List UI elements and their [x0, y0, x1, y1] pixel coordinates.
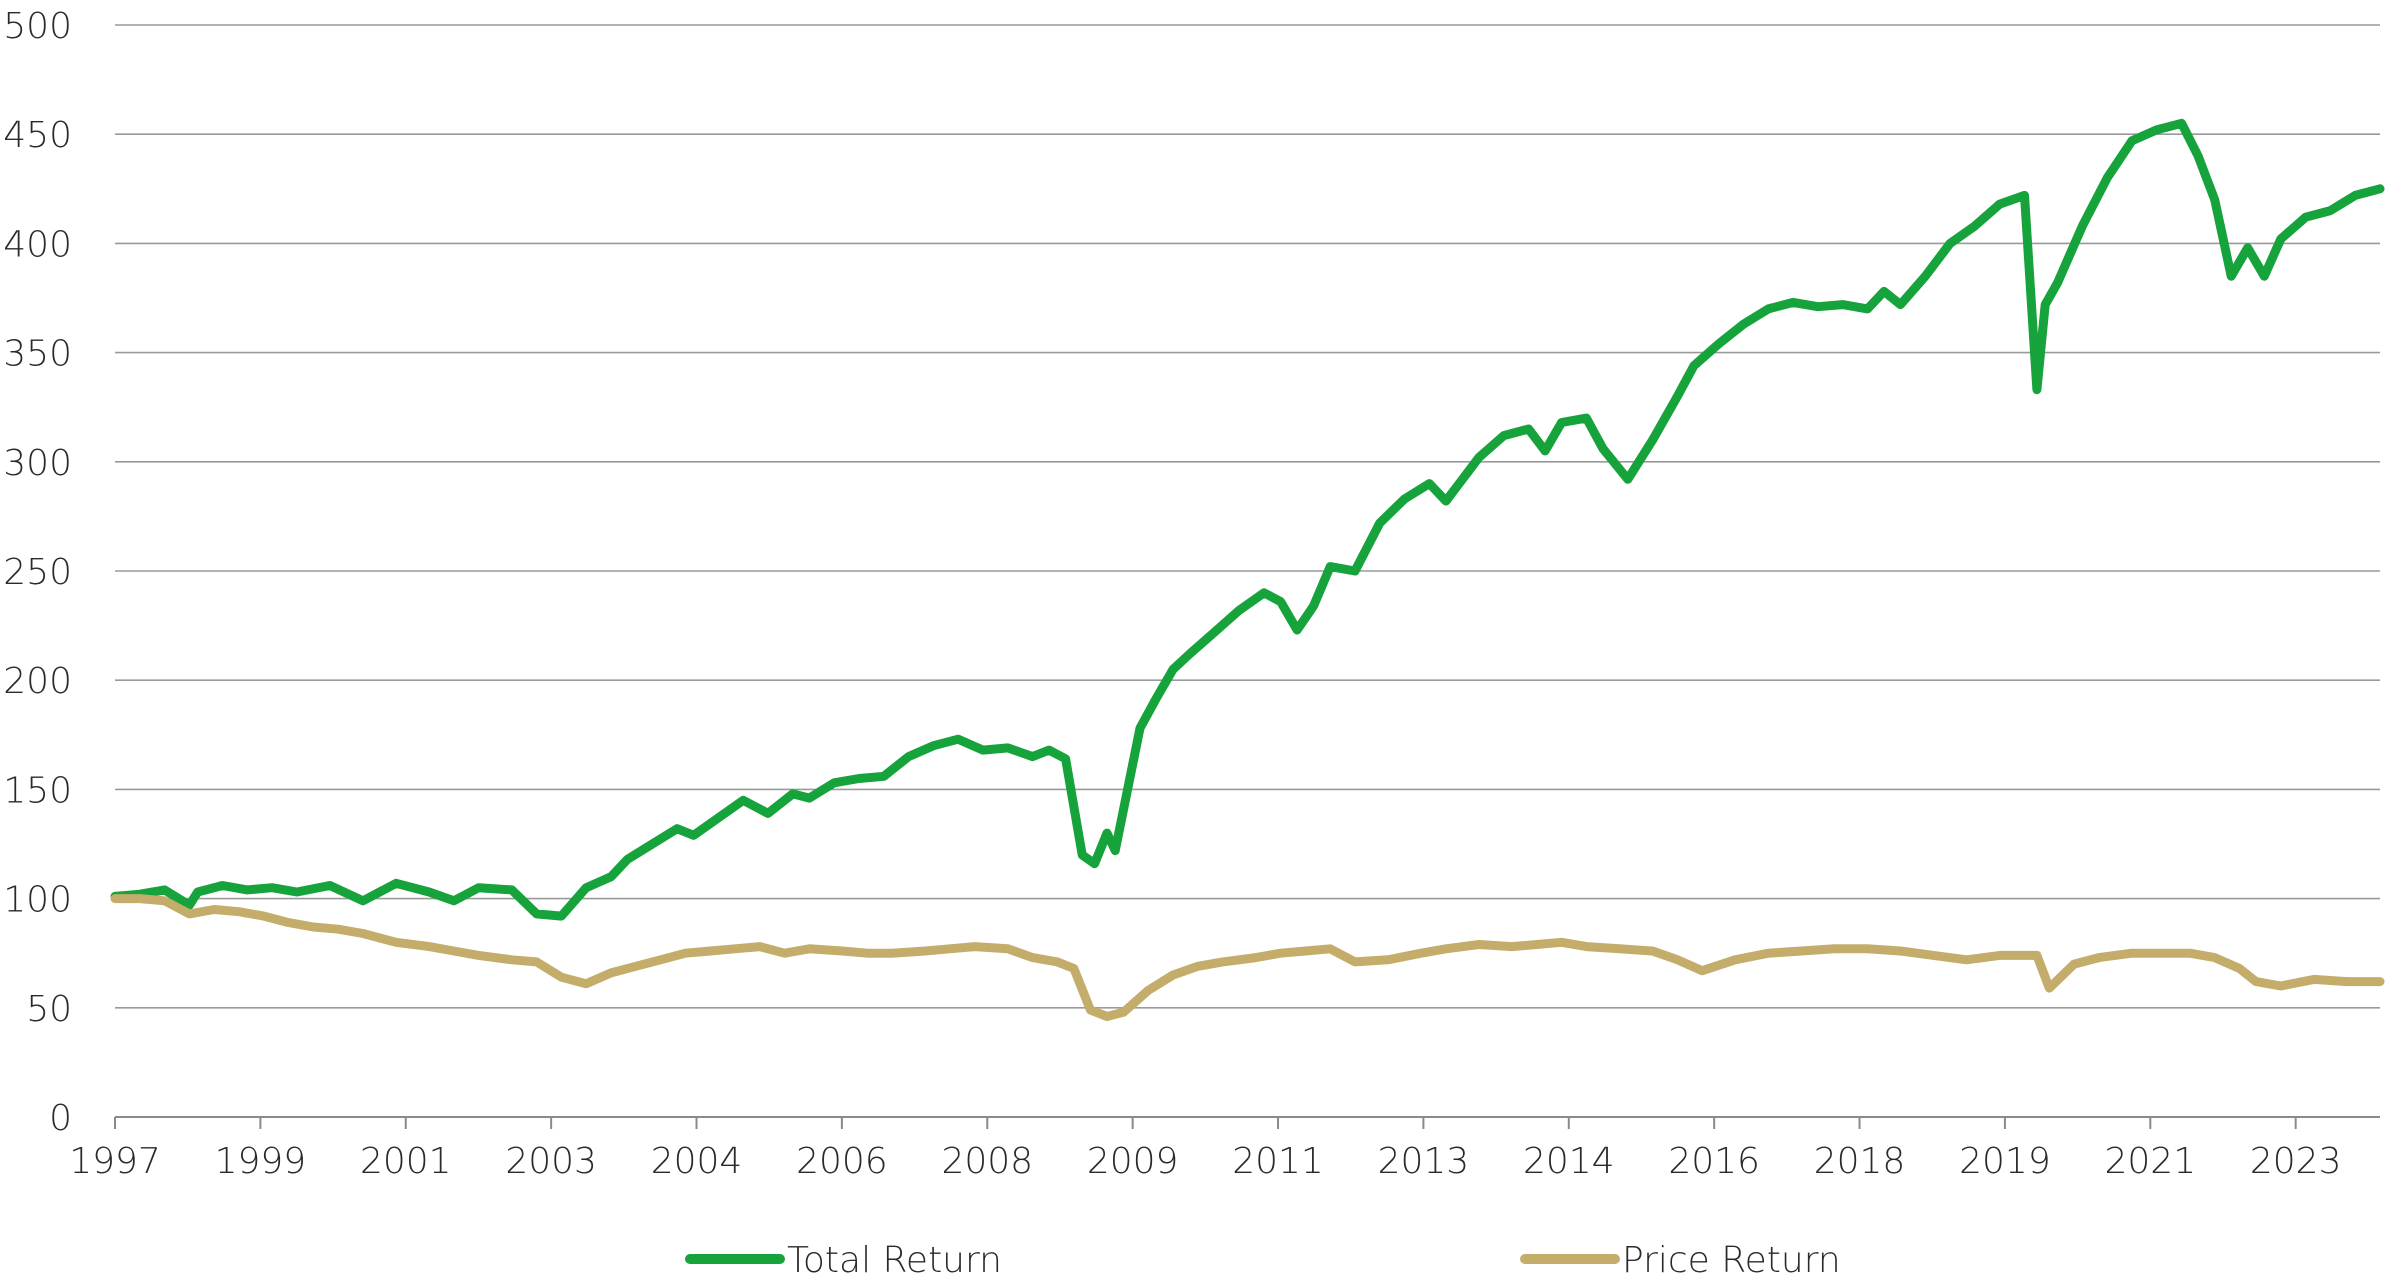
- x-tick-label: 2013: [1378, 1141, 1470, 1182]
- y-tick-label: 50: [26, 989, 72, 1030]
- x-axis-ticks: 1997 1999 2001 2003 2004 2006 2008 2009 2011 2013…: [69, 1117, 2341, 1182]
- x-tick-label: 2011: [1232, 1141, 1324, 1182]
- y-tick-label: 150: [3, 770, 72, 811]
- legend-label-price-return: Price Return: [1622, 1240, 1841, 1281]
- x-tick-label: 2001: [360, 1141, 452, 1182]
- y-tick-label: 350: [3, 334, 72, 375]
- x-tick-label: 2009: [1087, 1141, 1179, 1182]
- x-tick-label: 2016: [1668, 1141, 1760, 1182]
- y-tick-label: 0: [49, 1098, 72, 1139]
- x-tick-label: 1999: [215, 1141, 307, 1182]
- y-tick-label: 500: [3, 6, 72, 47]
- x-tick-label: 1997: [69, 1141, 161, 1182]
- y-tick-label: 200: [3, 661, 72, 702]
- series-line-total-return: [110, 118, 2385, 921]
- x-tick-label: 2008: [941, 1141, 1033, 1182]
- y-tick-label: 300: [3, 443, 72, 484]
- y-axis-ticks: 0 50 100 150 200 250 300 350 400 450 500: [3, 6, 72, 1139]
- y-tick-label: 100: [3, 880, 72, 921]
- y-tick-label: 250: [3, 552, 72, 593]
- x-tick-label: 2006: [796, 1141, 888, 1182]
- legend-item-price-return: Price Return: [1520, 1240, 1841, 1281]
- legend-item-total-return: Total Return: [685, 1240, 1002, 1281]
- x-tick-label: 2003: [505, 1141, 597, 1182]
- x-tick-label: 2014: [1523, 1141, 1615, 1182]
- x-tick-label: 2004: [651, 1141, 743, 1182]
- series-line-price-return: [110, 894, 2385, 1021]
- gridlines: [115, 24, 2380, 1118]
- legend: Total Return Price Return: [685, 1240, 1841, 1281]
- x-tick-label: 2018: [1814, 1141, 1906, 1182]
- x-tick-label: 2021: [2104, 1141, 2196, 1182]
- series-lines: [110, 118, 2385, 1021]
- y-tick-label: 450: [3, 115, 72, 156]
- legend-label-total-return: Total Return: [787, 1240, 1002, 1281]
- x-tick-label: 2019: [1959, 1141, 2051, 1182]
- x-tick-label: 2023: [2250, 1141, 2342, 1182]
- y-tick-label: 400: [3, 224, 72, 265]
